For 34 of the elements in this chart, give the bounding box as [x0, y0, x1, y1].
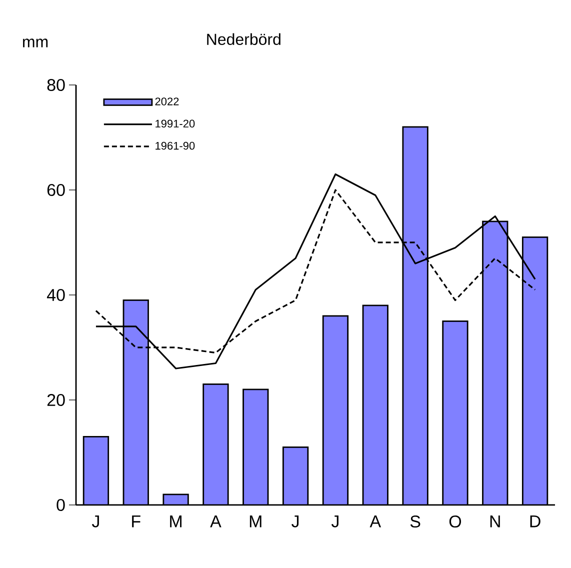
chart-title: Nederbörd: [207, 33, 280, 45]
bar: [522, 236, 548, 505]
y-tick-label: 0: [56, 498, 65, 512]
legend-label: 1961-90: [156, 142, 195, 150]
x-tick-label: M: [170, 516, 182, 528]
y-axis-title: mm: [23, 38, 48, 48]
x-tick-label: J: [92, 516, 99, 528]
x-tick-label: F: [132, 516, 140, 528]
bar: [243, 389, 268, 505]
x-tick-label: A: [370, 516, 382, 528]
legend-label: 2022: [155, 98, 179, 106]
y-tick-label: 40: [46, 288, 65, 302]
x-tick-label: D: [530, 516, 540, 528]
bar: [482, 221, 508, 505]
x-tick-label: S: [410, 516, 420, 528]
y-tick-label: 80: [47, 78, 65, 92]
x-tick-label: N: [490, 516, 500, 528]
x-tick-label: J: [331, 516, 338, 528]
bar: [323, 316, 348, 505]
y-tick-label: 60: [47, 184, 65, 196]
line-series: [95, 173, 536, 370]
x-tick-label: A: [210, 516, 222, 528]
x-tick-label: M: [250, 516, 262, 528]
bar: [124, 300, 148, 505]
bar: [283, 447, 308, 505]
bar: [402, 126, 428, 505]
x-tick-label: J: [292, 516, 299, 528]
y-tick-label: 20: [47, 394, 65, 406]
bar: [363, 305, 388, 505]
x-tick-label: O: [449, 516, 462, 528]
bar: [203, 384, 228, 505]
bar: [442, 321, 468, 505]
legend-label: 1991-20: [156, 120, 195, 128]
bar: [84, 436, 108, 505]
